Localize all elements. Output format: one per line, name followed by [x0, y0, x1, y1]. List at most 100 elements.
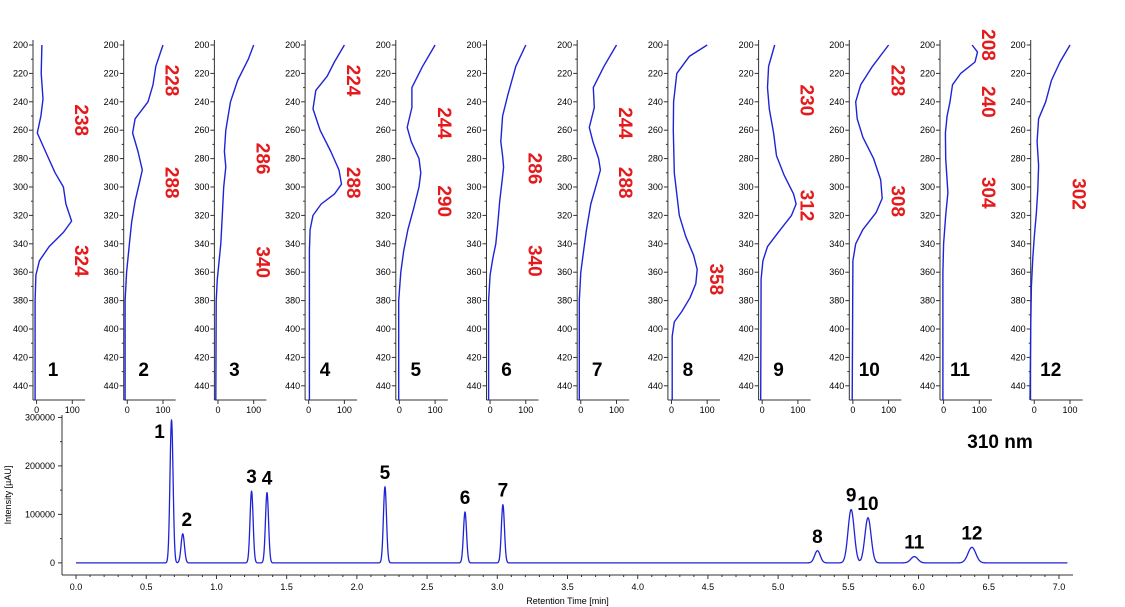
spectrum-y-tick-label: 340: [13, 239, 28, 249]
spectrum-y-tick-label: 360: [829, 267, 844, 277]
spectrum-x-tick-label: 0: [850, 405, 855, 415]
spectrum-panel-label: 10: [859, 360, 880, 381]
spectrum-y-tick-label: 400: [829, 324, 844, 334]
spectrum-y-tick-label: 200: [920, 40, 935, 50]
spectrum-x-tick-label: 100: [609, 405, 624, 415]
spectrum-y-tick-label: 360: [1011, 267, 1026, 277]
spectrum-y-tick-label: 320: [557, 210, 572, 220]
spectrum-y-tick-label: 380: [1011, 296, 1026, 306]
spectrum-y-tick-label: 280: [920, 154, 935, 164]
chrom-y-tick-label: 300000: [25, 412, 55, 422]
spectrum-y-tick-label: 400: [104, 324, 119, 334]
lambda-max-label: 312: [796, 190, 817, 222]
spectrum-y-tick-label: 260: [829, 125, 844, 135]
spectrum-y-tick-label: 200: [466, 40, 481, 50]
spectrum-y-tick-label: 400: [13, 324, 28, 334]
spectrum-y-tick-label: 400: [466, 324, 481, 334]
spectrum-trace-5: [398, 44, 436, 400]
spectrum-x-tick-label: 100: [155, 405, 170, 415]
spectrum-y-tick-label: 440: [285, 381, 300, 391]
spectrum-x-tick-label: 100: [518, 405, 533, 415]
spectrum-y-tick-label: 240: [648, 97, 663, 107]
spectrum-y-tick-label: 440: [13, 381, 28, 391]
spectrum-y-tick-label: 380: [104, 296, 119, 306]
spectrum-x-tick-label: 100: [1062, 405, 1077, 415]
spectrum-panel-2: 200 220 240 260 280 300 320 340 360 380 400 420 440 0…: [104, 40, 182, 415]
spectrum-y-tick-label: 340: [739, 239, 754, 249]
spectrum-panel-label: 4: [320, 360, 331, 381]
chrom-x-tick-label: 4.5: [702, 582, 715, 592]
spectrum-y-tick-label: 360: [285, 267, 300, 277]
spectrum-y-tick-label: 360: [194, 267, 209, 277]
spectrum-trace-11: [942, 44, 979, 400]
spectrum-panel-label: 1: [48, 360, 59, 381]
spectrum-panel-5: 200 220 240 260 280 300 320 340 360 380 400 420 440 0…: [376, 40, 454, 415]
spectrum-y-tick-label: 200: [829, 40, 844, 50]
spectrum-y-tick-label: 440: [194, 381, 209, 391]
spectrum-y-tick-label: 380: [194, 296, 209, 306]
spectrum-y-tick-label: 240: [829, 97, 844, 107]
spectrum-y-tick-label: 340: [466, 239, 481, 249]
spectrum-x-tick-label: 0: [578, 405, 583, 415]
spectrum-panel-9: 200 220 240 260 280 300 320 340 360 380 400 420 440 0…: [739, 40, 817, 415]
spectrum-y-tick-label: 260: [920, 125, 935, 135]
spectrum-y-tick-label: 200: [557, 40, 572, 50]
chrom-y-axis-title: Intensity [µAU]: [3, 466, 13, 525]
spectrum-y-tick-label: 240: [466, 97, 481, 107]
spectrum-trace-4: [308, 44, 346, 400]
spectrum-y-tick-label: 200: [285, 40, 300, 50]
spectrum-y-tick-label: 260: [13, 125, 28, 135]
spectrum-panel-10: 200 220 240 260 280 300 320 340 360 380 400 420 440 0…: [829, 40, 907, 415]
spectrum-y-tick-label: 340: [285, 239, 300, 249]
spectrum-panel-12: 200 220 240 260 280 300 320 340 360 380 400 420 440 0…: [1011, 40, 1089, 415]
spectrum-y-tick-label: 240: [194, 97, 209, 107]
peak-label-3: 3: [246, 467, 257, 488]
spectrum-y-tick-label: 220: [466, 68, 481, 78]
spectrum-y-tick-label: 340: [104, 239, 119, 249]
spectrum-trace-1: [34, 44, 73, 400]
lambda-max-label: 340: [251, 246, 272, 278]
lambda-max-label: 286: [251, 143, 272, 175]
spectrum-x-tick-label: 100: [790, 405, 805, 415]
chrom-y-tick-label: 100000: [25, 509, 55, 519]
spectrum-y-tick-label: 300: [376, 182, 391, 192]
chrom-x-tick-label: 0.0: [70, 582, 83, 592]
spectrum-y-tick-label: 240: [557, 97, 572, 107]
spectrum-panel-6: 200 220 240 260 280 300 320 340 360 380 400 420 440 0…: [466, 40, 545, 415]
spectrum-y-tick-label: 440: [376, 381, 391, 391]
spectrum-panel-label: 2: [138, 360, 149, 381]
spectrum-trace-3: [215, 44, 255, 401]
wavelength-annotation: 310 nm: [967, 432, 1032, 453]
lambda-max-label: 288: [342, 167, 363, 199]
spectrum-y-tick-label: 400: [376, 324, 391, 334]
spectrum-y-tick-label: 300: [557, 182, 572, 192]
spectrum-trace-2: [124, 44, 164, 400]
spectrum-y-tick-label: 280: [104, 154, 119, 164]
spectrum-x-tick-label: 0: [760, 405, 765, 415]
spectrum-y-tick-label: 360: [376, 267, 391, 277]
spectrum-x-tick-label: 0: [34, 405, 39, 415]
spectrum-y-tick-label: 240: [739, 97, 754, 107]
spectrum-y-tick-label: 280: [829, 154, 844, 164]
lambda-max-label: 302: [1068, 178, 1089, 210]
lambda-max-label: 288: [614, 167, 635, 199]
chrom-x-tick-label: 5.5: [842, 582, 855, 592]
spectrum-panel-label: 5: [411, 360, 422, 381]
spectrum-panel-label: 9: [773, 360, 784, 381]
spectrum-y-tick-label: 240: [1011, 97, 1026, 107]
spectrum-panel-4: 200 220 240 260 280 300 320 340 360 380 400 420 440 0…: [285, 40, 363, 415]
lambda-max-label: 286: [524, 153, 545, 185]
spectrum-y-tick-label: 220: [829, 68, 844, 78]
spectrum-y-tick-label: 320: [376, 210, 391, 220]
spectrum-y-tick-label: 360: [557, 267, 572, 277]
spectrum-y-tick-label: 200: [1011, 40, 1026, 50]
spectrum-y-tick-label: 440: [648, 381, 663, 391]
lambda-max-label: 324: [70, 245, 91, 277]
spectrum-x-tick-label: 0: [125, 405, 130, 415]
spectrum-y-tick-label: 260: [557, 125, 572, 135]
lambda-max-label: 288: [161, 167, 182, 199]
spectrum-x-tick-label: 0: [1032, 405, 1037, 415]
spectrum-y-tick-label: 240: [920, 97, 935, 107]
spectrum-y-tick-label: 380: [648, 296, 663, 306]
spectrum-y-tick-label: 260: [466, 125, 481, 135]
